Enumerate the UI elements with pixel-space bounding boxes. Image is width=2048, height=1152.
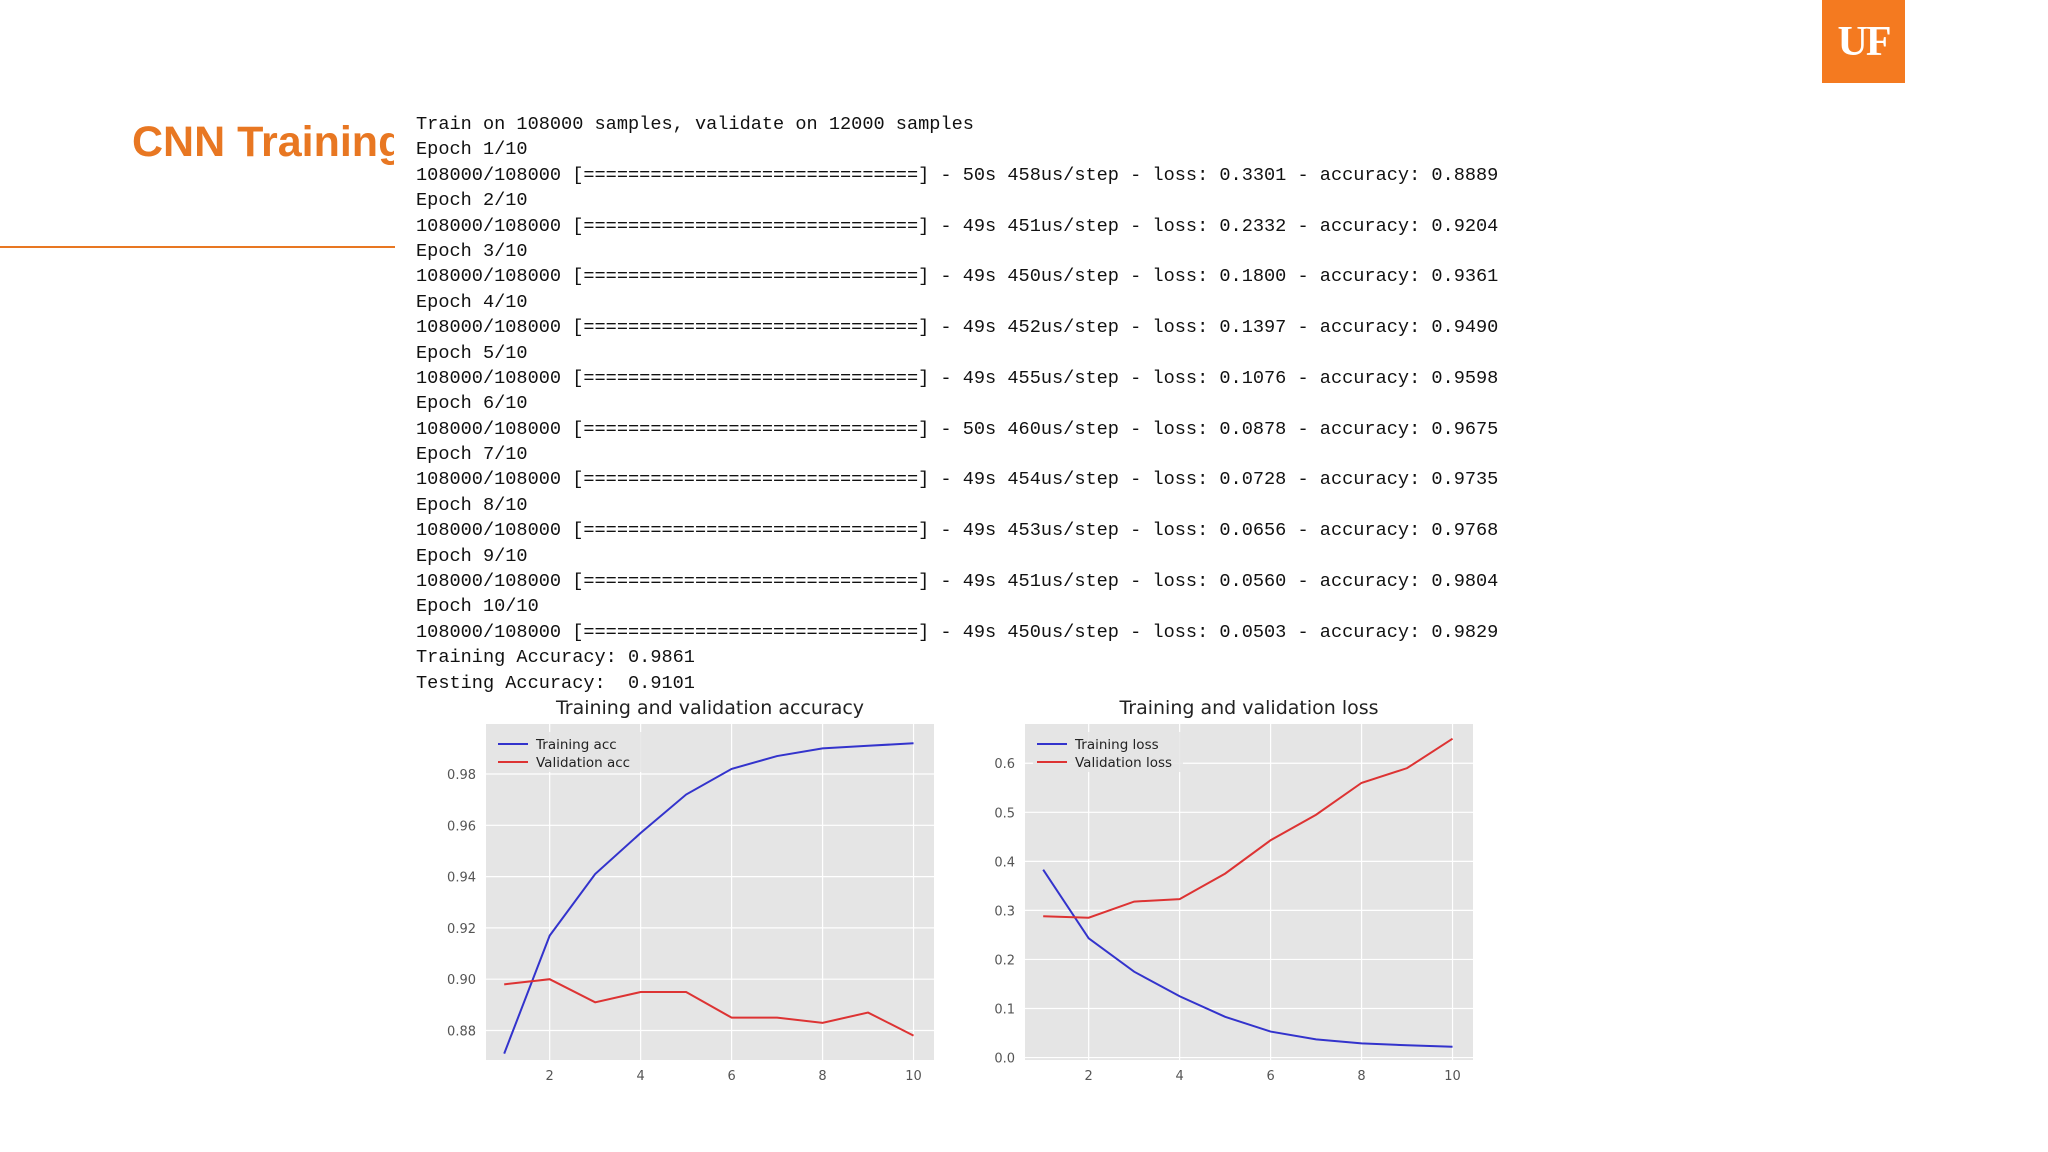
console-line: Epoch 7/10	[416, 444, 528, 466]
loss-chart-y-tick-label: 0.3	[994, 904, 1015, 919]
console-line: 108000/108000 [=========================…	[416, 317, 1499, 339]
console-line: Epoch 6/10	[416, 393, 528, 415]
console-line: Epoch 4/10	[416, 291, 528, 313]
loss-chart-y-tick-label: 0.4	[994, 855, 1015, 870]
accuracy-chart-title: Training and validation accuracy	[555, 697, 864, 719]
console-line: Epoch 8/10	[416, 494, 528, 516]
console-line: 108000/108000 [=========================…	[416, 266, 1499, 288]
loss-chart-x-tick-label: 2	[1085, 1069, 1093, 1084]
loss-chart-x-tick-label: 6	[1266, 1069, 1274, 1084]
loss-chart-x-tick-label: 4	[1175, 1069, 1183, 1084]
loss-chart: Training and validation loss 2 4 6 8 10 0.0 0.1…	[955, 692, 1485, 1096]
accuracy-chart-series-line-1	[504, 978, 914, 1037]
loss-chart-title: Training and validation loss	[1118, 697, 1378, 719]
loss-chart-svg: Training and validation loss 2 4 6 8 10 0.0 0.1…	[994, 697, 1473, 1084]
accuracy-chart-svg: Training and validation accuracy 2 4 6 8 10 0.…	[447, 697, 934, 1084]
loss-chart-legend-label: Training loss	[1074, 737, 1159, 753]
accuracy-chart-legend-label: Training acc	[535, 737, 617, 753]
console-line: 108000/108000 [=========================…	[416, 215, 1499, 237]
loss-chart-series-line-0	[1042, 869, 1453, 1048]
accuracy-chart-y-tick-label: 0.96	[447, 819, 476, 834]
accuracy-chart-y-tick-label: 0.88	[447, 1025, 476, 1040]
loss-chart-x-tick-label: 10	[1444, 1069, 1461, 1084]
accuracy-chart-x-tick-label: 6	[727, 1069, 735, 1084]
accuracy-chart-series-line-0	[503, 742, 914, 1054]
console-line: Epoch 3/10	[416, 240, 528, 262]
accuracy-chart-y-tick-label: 0.90	[447, 973, 476, 988]
accuracy-chart-legend-label: Validation acc	[536, 755, 630, 771]
console-line: 108000/108000 [=========================…	[416, 164, 1499, 186]
console-line: Epoch 5/10	[416, 342, 528, 364]
loss-chart-y-tick-label: 0.5	[994, 806, 1015, 821]
accuracy-chart-y-tick-label: 0.98	[447, 768, 476, 783]
loss-chart-y-tick-label: 0.6	[994, 757, 1015, 772]
console-line: 108000/108000 [=========================…	[416, 469, 1499, 491]
loss-chart-legend-label: Validation loss	[1075, 755, 1172, 771]
title-divider	[0, 246, 395, 248]
logo-text: UF	[1837, 18, 1892, 65]
loss-chart-y-tick-label: 0.1	[994, 1002, 1015, 1017]
console-line: Testing Accuracy: 0.9101	[416, 672, 695, 694]
loss-chart-y-tick-label: 0.2	[994, 953, 1015, 968]
slide-title: CNN Training	[132, 118, 394, 166]
console-line: Train on 108000 samples, validate on 120…	[416, 114, 974, 135]
loss-chart-y-tick-label: 0.0	[994, 1052, 1015, 1067]
accuracy-chart-x-tick-label: 4	[636, 1069, 644, 1084]
accuracy-chart-y-tick-label: 0.92	[447, 922, 476, 937]
accuracy-chart: Training and validation accuracy 2 4 6 8 10 0.…	[416, 692, 946, 1096]
console-line: Epoch 10/10	[416, 596, 539, 618]
console-line: 108000/108000 [=========================…	[416, 571, 1499, 593]
console-line: 108000/108000 [=========================…	[416, 621, 1499, 643]
training-console-output: Train on 108000 samples, validate on 120…	[416, 112, 1498, 696]
console-line: Epoch 9/10	[416, 545, 528, 567]
accuracy-chart-legend	[494, 732, 644, 772]
loss-chart-plot-area	[1025, 724, 1473, 1060]
loss-chart-x-tick-label: 8	[1357, 1069, 1365, 1084]
accuracy-chart-x-tick-label: 10	[905, 1069, 922, 1084]
loss-chart-legend	[1033, 732, 1183, 772]
loss-chart-series-line-1	[1043, 737, 1454, 919]
accuracy-chart-y-tick-label: 0.94	[447, 871, 476, 886]
accuracy-chart-x-tick-label: 2	[546, 1069, 554, 1084]
console-line: Epoch 2/10	[416, 190, 528, 212]
console-line: 108000/108000 [=========================…	[416, 418, 1499, 440]
console-line: Training Accuracy: 0.9861	[416, 647, 695, 669]
uf-logo: UF	[1822, 0, 1905, 83]
console-line: 108000/108000 [=========================…	[416, 520, 1499, 542]
accuracy-chart-x-tick-label: 8	[818, 1069, 826, 1084]
console-line: Epoch 1/10	[416, 139, 528, 161]
console-line: 108000/108000 [=========================…	[416, 367, 1499, 389]
